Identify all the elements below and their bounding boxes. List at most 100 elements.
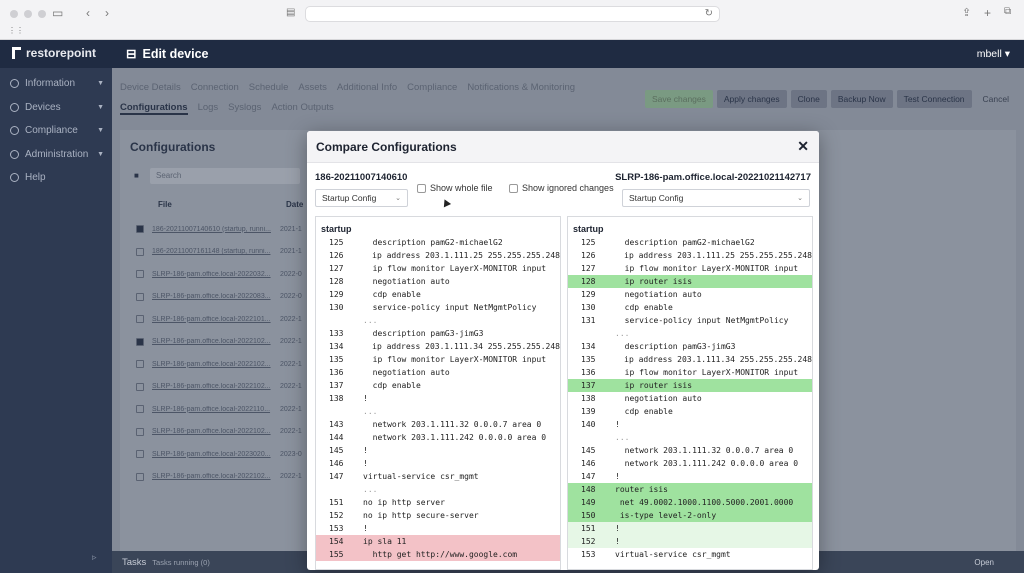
show-ignored-changes-checkbox[interactable]: Show ignored changes <box>509 183 614 193</box>
window-controls[interactable] <box>10 10 46 18</box>
sidebar-toggle-icon[interactable]: ▭ <box>52 6 64 20</box>
config-date: 2022-1 <box>280 405 302 413</box>
table-row[interactable]: SLRP-186-pam.office.local-2022102... 2022… <box>136 353 316 376</box>
left-config-select[interactable]: Startup Config ⌄ <box>315 189 408 207</box>
row-checkbox[interactable] <box>136 360 144 369</box>
reload-icon[interactable]: ↻ <box>704 8 713 19</box>
config-file-link[interactable]: 186-20211007140610 (startup, runni... <box>152 225 271 233</box>
row-checkbox[interactable] <box>136 315 144 324</box>
tab-syslogs[interactable]: Syslogs <box>228 102 262 113</box>
tab-grid-icon[interactable]: ⋮⋮ <box>8 26 24 35</box>
tab-logs[interactable]: Logs <box>197 102 219 113</box>
sidebar-item-label: Administration <box>25 148 89 160</box>
table-row[interactable]: SLRP-186-pam.office.local-2022032... 2022… <box>136 263 316 286</box>
new-tab-icon[interactable]: + <box>984 6 992 20</box>
tab-connection[interactable]: Connection <box>190 82 239 93</box>
left-diff-pane[interactable]: startup 125 description pamG2-michaelG2 1… <box>315 216 561 570</box>
user-menu[interactable]: mbell ▾ <box>976 48 1010 60</box>
tab-device-details[interactable]: Device Details <box>120 82 181 93</box>
row-checkbox[interactable] <box>136 247 144 256</box>
line-number: 137 <box>581 381 596 390</box>
config-file-link[interactable]: SLRP-186-pam.office.local-2022083... <box>152 293 271 301</box>
config-file-link[interactable]: SLRP-186-pam.office.local-2022102... <box>152 338 271 346</box>
config-file-link[interactable]: 186-20211007161148 (startup, runni... <box>152 248 271 256</box>
collapse-sidebar-icon[interactable]: ▹ <box>92 552 97 562</box>
tasks-open-button[interactable]: Open <box>974 557 994 567</box>
config-file-link[interactable]: SLRP-186-pam.office.local-2022032... <box>152 270 271 278</box>
row-checkbox[interactable] <box>136 405 144 414</box>
tabs-overview-icon[interactable]: ⧉ <box>1004 6 1012 17</box>
reader-icon[interactable]: ▤ <box>286 7 296 18</box>
config-file-link[interactable]: SLRP-186-pam.office.local-2022102... <box>152 360 271 368</box>
table-row[interactable]: 186-20211007140610 (startup, runni... 202… <box>136 218 316 241</box>
column-header-file[interactable]: File <box>158 200 172 209</box>
config-file-link[interactable]: SLRP-186-pam.office.local-2022102... <box>152 428 271 436</box>
table-row[interactable]: 186-20211007161148 (startup, runni... 202… <box>136 241 316 264</box>
column-header-date[interactable]: Date <box>286 200 304 209</box>
sidebar-item-administration[interactable]: Administration ▼ <box>0 143 112 167</box>
table-row[interactable]: SLRP-186-pam.office.local-2022102... 2022… <box>136 466 316 489</box>
row-checkbox[interactable] <box>136 427 144 436</box>
line-number: 125 <box>581 238 596 247</box>
table-row[interactable]: SLRP-186-pam.office.local-2022102... 2022… <box>136 421 316 444</box>
clone-button[interactable]: Clone <box>790 90 827 108</box>
sidebar-item-devices[interactable]: Devices ▼ <box>0 96 112 120</box>
compare-configurations-dialog: Compare Configurations ✕ 186-20211007140… <box>307 131 819 570</box>
diff-line: 135 ip flow monitor LayerX-MONITOR input <box>316 353 560 366</box>
search-input[interactable]: Search <box>150 168 300 184</box>
share-icon[interactable]: ⇪ <box>962 7 972 19</box>
config-file-link[interactable]: SLRP-186-pam.office.local-2022101... <box>152 315 271 323</box>
line-text: is-type level-2-only <box>615 511 717 520</box>
row-checkbox[interactable] <box>136 450 144 459</box>
line-number: 153 <box>329 524 344 533</box>
test-connection-button[interactable]: Test Connection <box>896 90 972 108</box>
brand-logo[interactable]: restorepoint <box>12 46 96 60</box>
sidebar-item-compliance[interactable]: Compliance ▼ <box>0 119 112 143</box>
tab-assets[interactable]: Assets <box>298 82 327 93</box>
logo-icon <box>12 47 21 59</box>
diff-line: 140! <box>568 418 812 431</box>
right-diff-pane[interactable]: startup 125 description pamG2-michaelG2 1… <box>567 216 813 570</box>
table-row[interactable]: SLRP-186-pam.office.local-2022083... 2022… <box>136 286 316 309</box>
config-file-link[interactable]: SLRP-186-pam.office.local-2022102... <box>152 473 271 481</box>
sidebar-item-information[interactable]: Information ▼ <box>0 72 112 96</box>
line-number: 135 <box>581 355 596 364</box>
row-checkbox[interactable] <box>136 270 144 279</box>
table-row[interactable]: SLRP-186-pam.office.local-2022102... 2022… <box>136 376 316 399</box>
address-bar[interactable]: ↻ <box>305 6 720 22</box>
row-checkbox[interactable] <box>136 292 144 301</box>
table-row[interactable]: SLRP-186-pam.office.local-2022102... 2022… <box>136 331 316 354</box>
tab-schedule[interactable]: Schedule <box>248 82 289 93</box>
tab-configurations[interactable]: Configurations <box>120 102 188 115</box>
row-checkbox[interactable] <box>136 382 144 391</box>
apply-changes-button[interactable]: Apply changes <box>716 90 787 108</box>
tab-action-outputs[interactable]: Action Outputs <box>271 102 334 113</box>
sidebar-item-label: Help <box>25 172 46 184</box>
table-row[interactable]: SLRP-186-pam.office.local-2023020... 2023… <box>136 443 316 466</box>
tab-additional-info[interactable]: Additional Info <box>336 82 398 93</box>
tab-compliance[interactable]: Compliance <box>407 82 458 93</box>
tab-notifications-monitoring[interactable]: Notifications & Monitoring <box>467 82 576 93</box>
table-row[interactable]: SLRP-186-pam.office.local-2022110... 2022… <box>136 398 316 421</box>
back-icon[interactable]: ‹ <box>86 6 90 20</box>
line-number: 140 <box>581 420 596 429</box>
config-file-link[interactable]: SLRP-186-pam.office.local-2023020... <box>152 450 271 458</box>
select-all-toggle[interactable]: ■ <box>134 171 139 180</box>
cancel-button[interactable]: Cancel <box>982 94 1009 104</box>
backup-now-button[interactable]: Backup Now <box>830 90 893 108</box>
config-file-link[interactable]: SLRP-186-pam.office.local-2022110... <box>152 405 271 413</box>
close-icon[interactable]: ✕ <box>797 138 809 154</box>
save-changes-button[interactable]: Save changes <box>645 90 713 108</box>
row-checkbox[interactable] <box>136 472 144 481</box>
forward-icon[interactable]: › <box>105 6 109 20</box>
config-date: 2022-0 <box>280 270 302 278</box>
sidebar-item-help[interactable]: Help <box>0 166 112 190</box>
line-text: ... <box>363 316 378 325</box>
row-checkbox[interactable] <box>136 225 144 234</box>
config-file-link[interactable]: SLRP-186-pam.office.local-2022102... <box>152 383 271 391</box>
right-config-select[interactable]: Startup Config ⌄ <box>622 189 810 207</box>
table-row[interactable]: SLRP-186-pam.office.local-2022101... 2022… <box>136 308 316 331</box>
row-checkbox[interactable] <box>136 337 144 346</box>
show-whole-file-checkbox[interactable]: Show whole file <box>417 183 493 193</box>
line-text: ip address 203.1.111.34 255.255.255.248 <box>614 355 812 364</box>
